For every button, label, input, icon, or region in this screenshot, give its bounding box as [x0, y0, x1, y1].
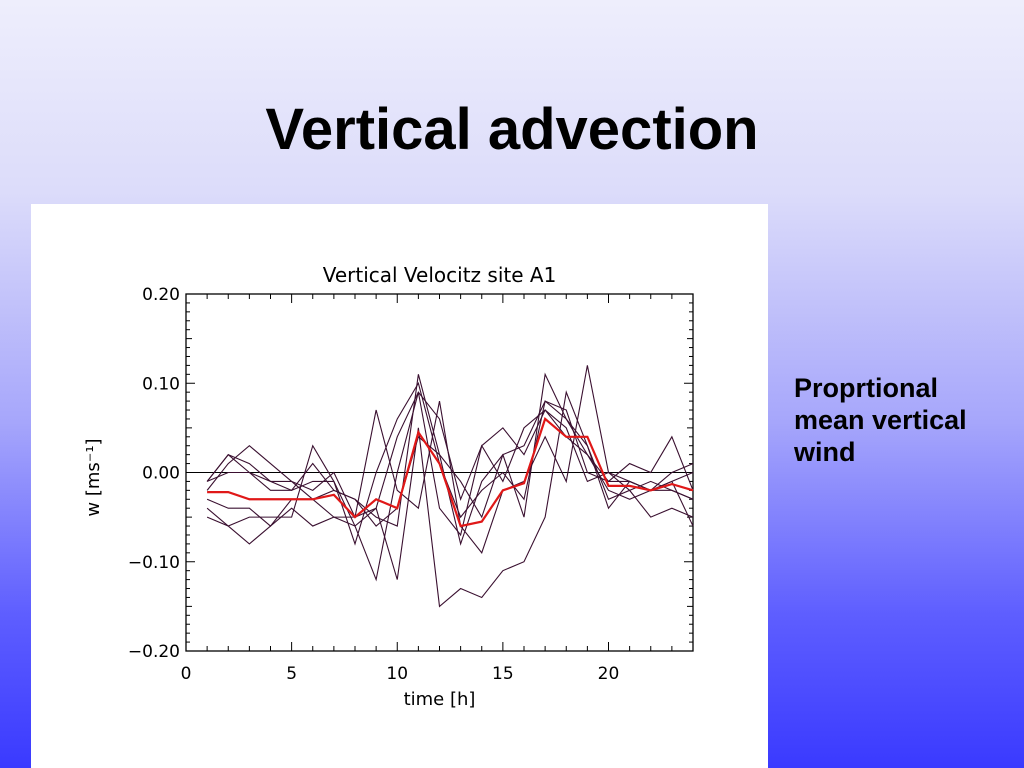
side-note: Proprtional mean vertical wind	[794, 372, 1019, 468]
series-line-5	[206, 390, 694, 608]
series-line-2	[206, 392, 694, 582]
chart-frame-layer	[185, 293, 694, 652]
x-axis-label: time [h]	[404, 689, 476, 710]
slide-title: Vertical advection	[265, 97, 759, 162]
y-tick-label: −0.10	[128, 553, 180, 573]
x-tick-label: 20	[598, 664, 620, 684]
chart-title: Vertical Velocitz site A1	[323, 263, 557, 287]
side-note-line-3: wind	[794, 437, 856, 467]
y-tick-label: 0.00	[142, 464, 180, 484]
series-layer	[206, 365, 694, 608]
y-axis-label: w [ms⁻¹]	[83, 438, 104, 516]
series-line-6	[206, 400, 694, 527]
series-line-3	[206, 365, 694, 554]
chart-panel: 0 5 10 15 20 0.20 0.10 0.00 −0.10 −0.20 Vertical V…	[31, 204, 768, 768]
x-tick-label: 15	[492, 664, 514, 684]
series-line-mean	[207, 417, 694, 528]
y-tick-label: 0.10	[142, 374, 180, 394]
x-tick-label: 5	[286, 664, 297, 684]
chart-svg: 0 5 10 15 20 0.20 0.10 0.00 −0.10 −0.20 Vertical V…	[83, 263, 694, 710]
side-note-line-1: Proprtional	[794, 373, 939, 403]
x-tick-label: 0	[181, 664, 192, 684]
series-line-7	[206, 391, 694, 518]
side-note-line-2: mean vertical	[794, 405, 967, 435]
x-tick-label: 10	[386, 664, 408, 684]
y-tick-label: −0.20	[128, 642, 180, 662]
label-layer: 0 5 10 15 20 0.20 0.10 0.00 −0.10 −0.20 Vertical V…	[83, 263, 619, 710]
y-tick-label: 0.20	[142, 285, 180, 305]
series-line-4	[206, 381, 694, 546]
series-line-1	[206, 372, 694, 546]
